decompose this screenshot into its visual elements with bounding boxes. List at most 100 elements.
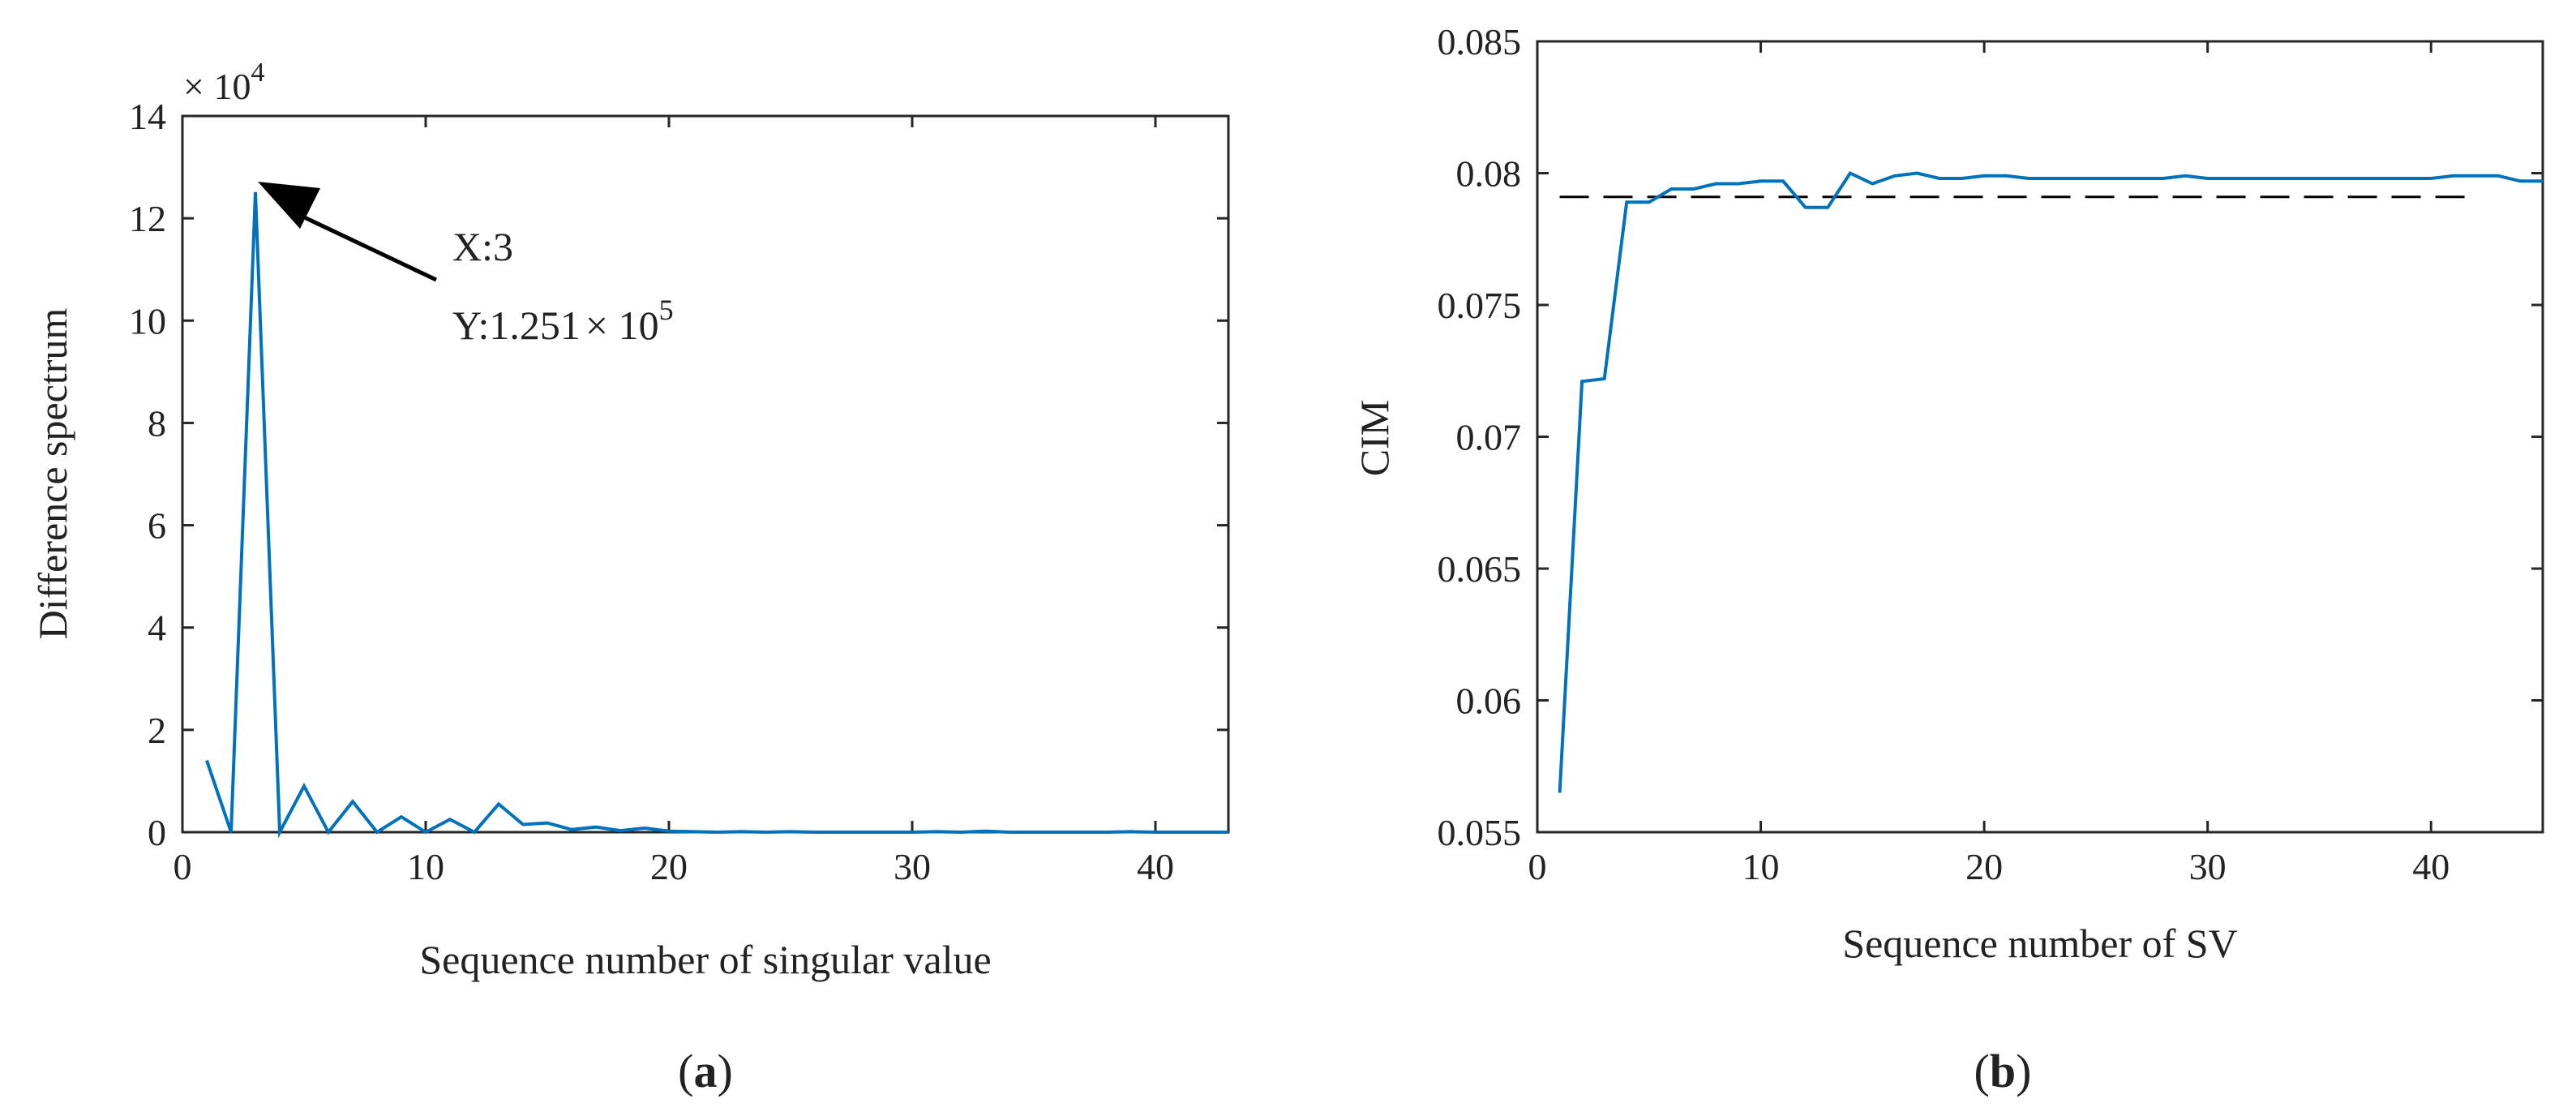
y-tick-label: 0.055	[1438, 812, 1522, 853]
x-tick-label: 40	[1137, 846, 1174, 887]
data-point	[838, 831, 840, 833]
data-point	[1805, 207, 1807, 208]
data-point	[2475, 175, 2476, 177]
data-point	[1849, 173, 1851, 174]
y-ticks: 0 2 4 6 8 10 12 14	[129, 96, 1228, 853]
data-point	[1715, 183, 1717, 184]
data-point	[255, 191, 256, 193]
y-tick-label: 0.06	[1456, 681, 1522, 722]
data-point	[1033, 831, 1035, 833]
data-point	[2229, 178, 2231, 179]
data-point	[1057, 831, 1059, 833]
data-point	[2274, 178, 2275, 179]
x-axis-label: Sequence number of SV	[1842, 921, 2237, 966]
y-tick-label: 6	[148, 505, 166, 547]
data-point	[449, 818, 451, 820]
data-point	[1760, 180, 1762, 182]
panel-a-chart: 0 10 20 30 40 0 2 4 6 8 10 12 14 × 104 X:3 Y:1.251 ×…	[30, 58, 1230, 1097]
data-point	[474, 831, 475, 833]
x-tick-label: 30	[894, 846, 931, 887]
data-point	[1871, 183, 1873, 184]
data-point	[1082, 831, 1083, 833]
data-point	[2408, 178, 2410, 179]
y-tick-label: 0	[148, 812, 166, 853]
data-point	[2072, 178, 2074, 179]
y-tick-label: 14	[129, 96, 166, 137]
y-tick-label: 12	[129, 198, 166, 239]
data-point	[1604, 378, 1605, 380]
data-point	[2162, 178, 2164, 179]
x-tick-label: 0	[174, 846, 192, 887]
data-point	[1179, 831, 1181, 833]
data-point	[1670, 188, 1672, 190]
y-tick-label: 0.07	[1456, 417, 1522, 458]
data-point	[1693, 188, 1695, 190]
panel-b-chart: 0 10 20 30 40 0.0550.060.0650.070.0750.080.0…	[1352, 21, 2544, 1097]
y-tick-label: 0.075	[1438, 285, 1522, 326]
data-point	[2296, 178, 2298, 179]
plot-area	[1536, 40, 2544, 834]
difference-spectrum-line	[205, 191, 1228, 839]
data-point	[2117, 178, 2119, 179]
y-tick-label: 10	[129, 300, 166, 341]
data-point	[887, 831, 889, 833]
data-point	[911, 831, 913, 833]
x-tick-label: 20	[650, 846, 688, 887]
x-tick-label: 10	[407, 846, 444, 887]
y-tick-label: 0.08	[1456, 153, 1522, 195]
data-point	[2184, 175, 2186, 177]
data-point	[352, 801, 354, 802]
data-point	[741, 831, 743, 832]
data-point	[546, 822, 548, 824]
x-ticks: 0 10 20 30 40	[1528, 41, 2450, 887]
y-tick-label: 0.085	[1438, 21, 1522, 62]
data-point	[1782, 180, 1784, 182]
y-tick-label: 2	[148, 710, 166, 751]
plot-area	[181, 114, 1230, 834]
y-tick-label: 8	[148, 402, 166, 444]
data-point	[814, 831, 816, 833]
annotation-y-text: Y:1.251 × 105	[452, 294, 674, 348]
data-point	[2542, 180, 2544, 182]
y-tick-label: 4	[148, 608, 166, 649]
x-ticks: 0 10 20 30 40	[174, 116, 1174, 887]
difference-spectrum-points	[206, 191, 1229, 833]
data-point	[1155, 831, 1156, 833]
data-point	[279, 831, 281, 833]
data-point	[1106, 831, 1108, 833]
data-point	[2430, 178, 2432, 179]
data-point	[1648, 201, 1650, 203]
data-point	[1738, 183, 1739, 184]
x-tick-label: 30	[2189, 846, 2227, 887]
data-point	[1130, 831, 1132, 832]
data-point	[230, 831, 232, 833]
data-point	[765, 831, 767, 833]
data-point	[376, 831, 378, 833]
annotation-arrowhead	[258, 182, 320, 229]
data-point	[2519, 180, 2521, 182]
x-tick-label: 0	[1528, 846, 1547, 887]
data-point	[1894, 175, 1896, 177]
data-point	[2318, 178, 2320, 179]
data-point	[522, 824, 524, 826]
data-point	[1228, 831, 1229, 833]
x-tick-label: 10	[1742, 846, 1780, 887]
y-exponent: × 104	[183, 58, 264, 107]
data-point	[2453, 175, 2454, 177]
panel-label-a: (a)	[678, 1045, 733, 1097]
data-point	[1916, 173, 1918, 174]
data-point	[1983, 175, 1985, 177]
data-point	[401, 816, 402, 818]
y-ticks: 0.055 0.06 0.065 0.07 0.075 0.08 0.085	[1438, 21, 2543, 853]
y-axis-label: Difference spectrum	[30, 308, 75, 640]
x-tick-label: 40	[2412, 846, 2450, 887]
data-point	[595, 826, 597, 828]
cim-points	[1559, 173, 2544, 793]
data-point	[1559, 792, 1561, 793]
data-point	[2006, 175, 2008, 177]
data-point	[206, 760, 208, 762]
data-point	[1961, 178, 1963, 179]
data-point	[1581, 380, 1583, 382]
annotation-x-text: X:3	[452, 224, 513, 269]
